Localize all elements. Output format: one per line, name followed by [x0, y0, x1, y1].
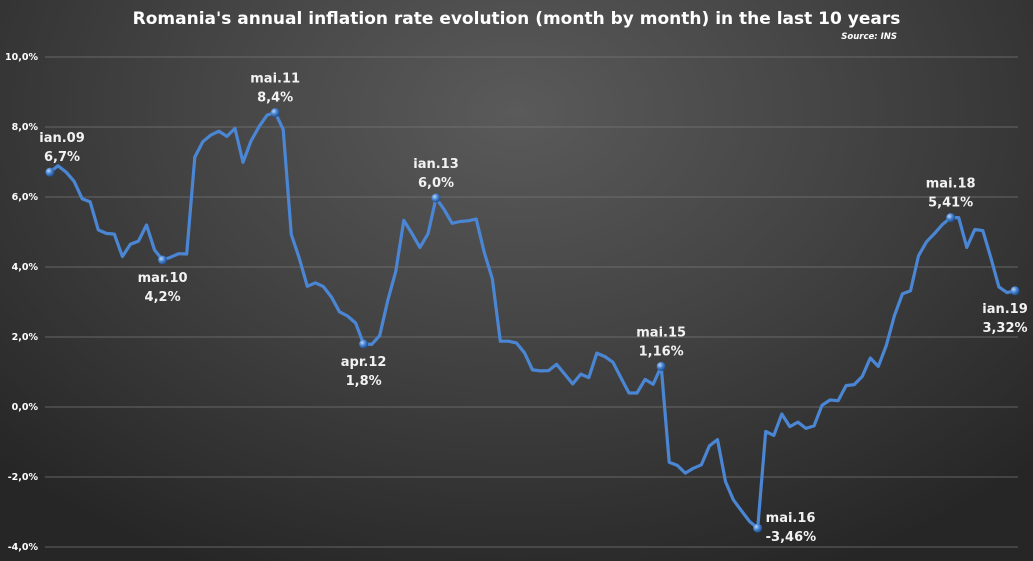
- y-tick-label: -2,0%: [8, 472, 39, 483]
- annotation-month: mai.16: [766, 511, 816, 526]
- inflation-series-line: [49, 110, 1016, 530]
- y-tick-label: 6,0%: [12, 192, 39, 203]
- annotation-value: 5,41%: [928, 196, 973, 211]
- annotation-month: ian.13: [413, 157, 459, 172]
- annotation-value: 6,7%: [44, 150, 80, 165]
- highlight-marker: [753, 523, 763, 533]
- y-tick-label: 0,0%: [12, 402, 39, 413]
- y-tick-label: 4,0%: [12, 262, 39, 273]
- annotation-month: ian.09: [39, 131, 85, 146]
- y-tick-label: 8,0%: [12, 122, 39, 133]
- highlight-marker: [270, 108, 280, 118]
- y-tick-label: -4,0%: [8, 542, 39, 553]
- annotation-month: mar.10: [138, 271, 188, 286]
- annotation-value: 1,16%: [639, 344, 684, 359]
- chart-source: Source: INS: [841, 32, 897, 42]
- annotation-month: mai.18: [926, 177, 976, 192]
- highlight-marker: [946, 213, 956, 223]
- highlight-marker: [359, 339, 369, 349]
- annotation-value: -3,46%: [766, 530, 817, 545]
- annotation-value: 3,32%: [982, 321, 1027, 336]
- highlight-marker: [158, 255, 168, 265]
- annotation-value: 1,8%: [346, 374, 382, 389]
- annotation-month: mai.11: [250, 72, 300, 87]
- highlight-marker: [656, 361, 666, 371]
- y-tick-label: 10,0%: [5, 52, 38, 63]
- y-tick-label: 2,0%: [12, 332, 39, 343]
- annotation-value: 8,4%: [257, 91, 293, 106]
- annotation-value: 6,0%: [418, 176, 454, 191]
- annotation-month: ian.19: [982, 302, 1028, 317]
- chart-title: Romania's annual inflation rate evolutio…: [132, 9, 901, 29]
- annotation-month: mai.15: [636, 325, 686, 340]
- highlight-marker: [431, 193, 441, 203]
- annotation-month: apr.12: [341, 355, 387, 370]
- highlight-marker: [45, 167, 55, 177]
- annotation-value: 4,2%: [145, 290, 181, 305]
- highlight-marker: [1010, 286, 1020, 296]
